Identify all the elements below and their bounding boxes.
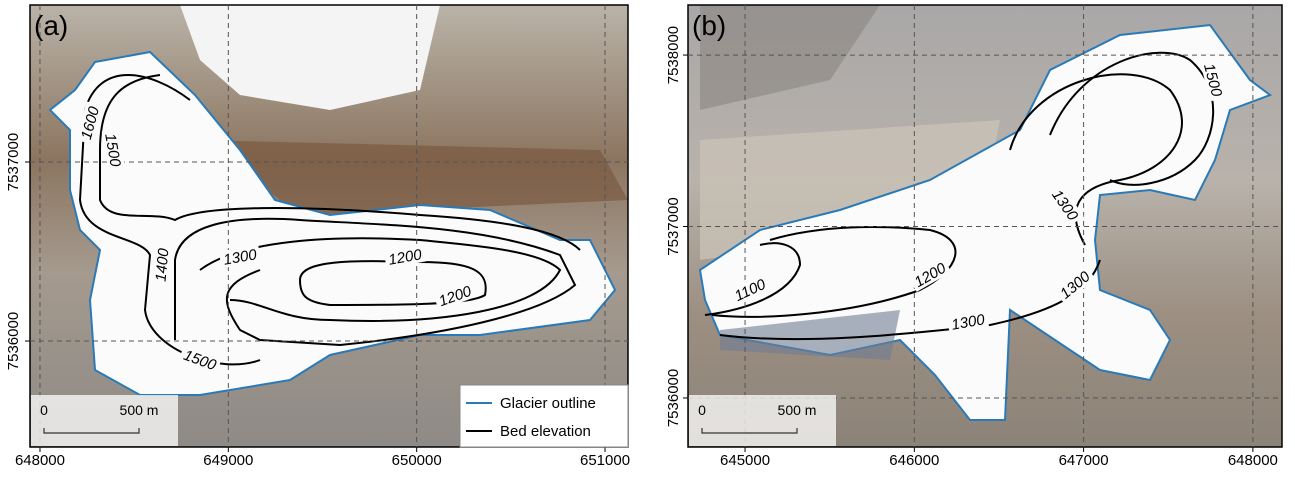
contour-label: 1300 [950,311,986,334]
scalebar-label: 500 m [778,402,817,418]
scalebar [43,428,140,434]
contour-label: 1500 [101,132,124,168]
contour-label-bg [101,128,126,172]
contour-label-bg [178,344,222,375]
scalebar-label: 500 m [120,402,159,418]
panel-label: (b) [692,10,726,41]
x-tick-label: 645000 [720,452,770,469]
legend-label: Bed elevation [500,423,591,440]
x-tick-label: 651000 [580,452,630,469]
contour-label-bg [946,309,990,334]
x-tick-label: 650000 [392,452,442,469]
contour-label-bg [908,257,952,292]
contour-label-bg [218,244,262,269]
contour-label-bg [728,273,772,306]
map-a [30,5,628,447]
scalebar [701,428,798,434]
y-tick-label: 7537000 [665,197,682,255]
x-tick-label: 646000 [889,452,939,469]
contour-label-bg [1053,265,1096,304]
y-tick-label: 7536000 [5,312,22,370]
scalebar-label: 0 [698,402,706,418]
map-b [688,5,1282,447]
contour-label-bg [1046,183,1084,226]
contour-label-bg [151,244,172,286]
legend-label: Glacier outline [500,395,596,412]
y-tick-label: 7537000 [5,133,22,191]
scalebar-bg [31,395,178,446]
panel-label: (a) [34,10,68,41]
y-tick-label: 7538000 [665,26,682,84]
contour-label-bg [433,280,477,311]
scalebar-bg [689,395,836,446]
contour-label-bg [383,244,427,269]
y-tick-label: 7536000 [665,369,682,427]
contour-label: 1300 [222,246,258,269]
x-tick-label: 647000 [1059,452,1109,469]
contour-label-bg [1200,58,1227,102]
x-tick-label: 648000 [1228,452,1278,469]
contour-label: 1400 [153,247,173,282]
x-tick-label: 648000 [15,452,65,469]
legend-box [459,384,629,448]
scalebar-label: 0 [40,402,48,418]
contour-label-bg [76,101,103,145]
x-tick-label: 649000 [203,452,253,469]
contour-label: 1200 [387,246,423,269]
